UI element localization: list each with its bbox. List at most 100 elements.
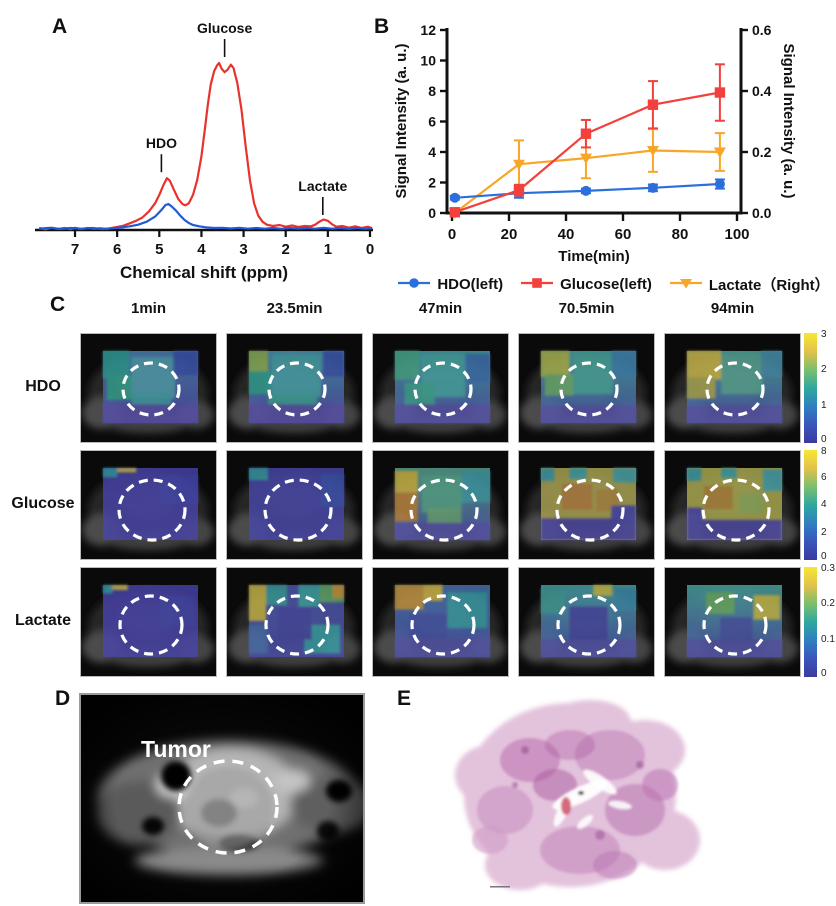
mosaic-patch [687,507,703,522]
legend-item-glucose: Glucose(left) [519,276,652,294]
colorbar-hdo: 3 2 1 0 [804,330,836,445]
timecourse-legend: HDO(left) Glucose(left) Lactate（Right） [390,274,836,295]
metabolite-overlay [395,468,490,540]
tumor-mri-image: Tumor [79,693,365,904]
mosaic-patch [687,376,716,399]
tile-hdo-94min [664,333,801,443]
marker-triangle-down [512,159,525,171]
mosaic-patch [249,585,267,621]
mosaic-patch [704,486,733,510]
legend-circle [409,277,420,288]
histology-fissures [552,769,632,830]
metabolite-overlay [249,468,344,540]
panel-b-label: B [374,15,390,38]
mosaic-patch [321,473,344,507]
metabolite-overlay [103,351,198,423]
roi-dashed-circle [264,594,330,656]
overlay-mosaic [395,351,490,423]
tile-glucose-94min [664,450,801,560]
colorbar-tick-label: 0 [821,551,827,562]
tile-border [664,450,801,560]
mosaic-patch [573,353,614,395]
mosaic-patch [544,374,574,396]
row-label-hdo: HDO [25,378,61,395]
mosaic-patch [569,606,608,640]
nmr-x-tick-label: 2 [282,241,290,258]
tile-glucose-47min [372,450,509,560]
peak-annotation-lactate: Lactate [298,178,347,194]
x-tick-label: 0 [448,226,456,243]
mosaic-patch [761,351,782,377]
roi-dashed-circle [702,594,768,656]
mosaic-patch [721,468,737,479]
tile-border [226,333,363,443]
spectrum-trace-blue-spectrum [39,203,373,231]
metabolite-overlay [541,468,636,540]
mosaic-patch [763,469,782,492]
mosaic-patch [395,522,490,540]
roi-dashed-circle [705,361,765,417]
nmr-x-tick-label: 5 [155,241,163,258]
colorbar-gradient [804,567,817,677]
mosaic-patch [541,351,570,377]
mosaic-patch [103,585,113,594]
tile-lactate-1min [80,567,217,677]
colorbar-tick-label: 2 [821,526,827,538]
marker-triangle-down [646,145,659,157]
mosaic-patch [421,475,462,513]
nmr-x-axis-title: Chemical shift (ppm) [120,263,288,282]
overlay-mosaic [103,468,198,533]
marker-square [647,99,659,110]
roi-dashed-circle [121,361,181,417]
mosaic-patch [593,585,613,596]
mosaic-patch [277,606,312,640]
panel-a-label: A [52,15,68,38]
x-tick-label: 100 [724,226,749,243]
tile-border [664,567,801,677]
tumor-annotation: Tumor [141,736,211,762]
mosaic-patch [541,587,565,614]
left-y-tick-label: 2 [428,175,436,191]
mosaic-patch [395,351,420,380]
colorbar-tick-label: 6 [821,471,827,483]
legend-label-lactate: Lactate（Right） [708,277,830,294]
marker-triangle-down [579,153,592,165]
tile-border [518,450,655,560]
colorbar-tick-label: 1 [821,400,827,412]
scale-bar [490,886,510,888]
metabolite-overlay [249,351,344,423]
tile-border [372,567,509,677]
left-y-tick-label: 0 [428,205,436,221]
tile-glucose-1min [80,450,217,560]
marker-square [449,207,461,218]
tile-hdo-47min [372,333,509,443]
nmr-x-tick-label: 0 [366,241,374,258]
mosaic-patch [706,592,735,614]
metabolite-overlay [687,468,782,540]
colorbar-gradient [804,333,817,443]
nmr-x-tick-label: 4 [197,241,206,258]
colorbar-tick-label: 0.3 [821,563,835,574]
mosaic-patch [103,351,130,379]
tile-glucose-23.5min [226,450,363,560]
mri-vignette [79,693,365,904]
mosaic-patch [423,585,443,601]
mosaic-patch [298,585,320,607]
mosaic-patch [106,585,128,591]
metabolite-overlay [395,351,490,423]
nmr-x-tick-label: 3 [239,241,247,258]
mosaic-patch [611,351,636,377]
peak-annotation-hdo: HDO [146,135,177,151]
right-y-tick-label: 0.2 [752,144,772,160]
roi-dashed-circle [559,361,619,417]
mosaic-patch [541,405,636,423]
mosaic-patch [103,404,198,423]
mosaic-patch [687,405,782,423]
timecourse-plot: 0 2 4 6 8 10 12 0.0 0.2 0.4 0.6 0 20 40 60 80 100 Time(mi… [393,22,797,265]
mosaic-patch [103,468,118,478]
overlay-mosaic [249,468,344,535]
colorbar-tick-label: 2 [821,363,827,375]
mosaic-patch [131,356,176,399]
histology-mottling [472,730,678,879]
